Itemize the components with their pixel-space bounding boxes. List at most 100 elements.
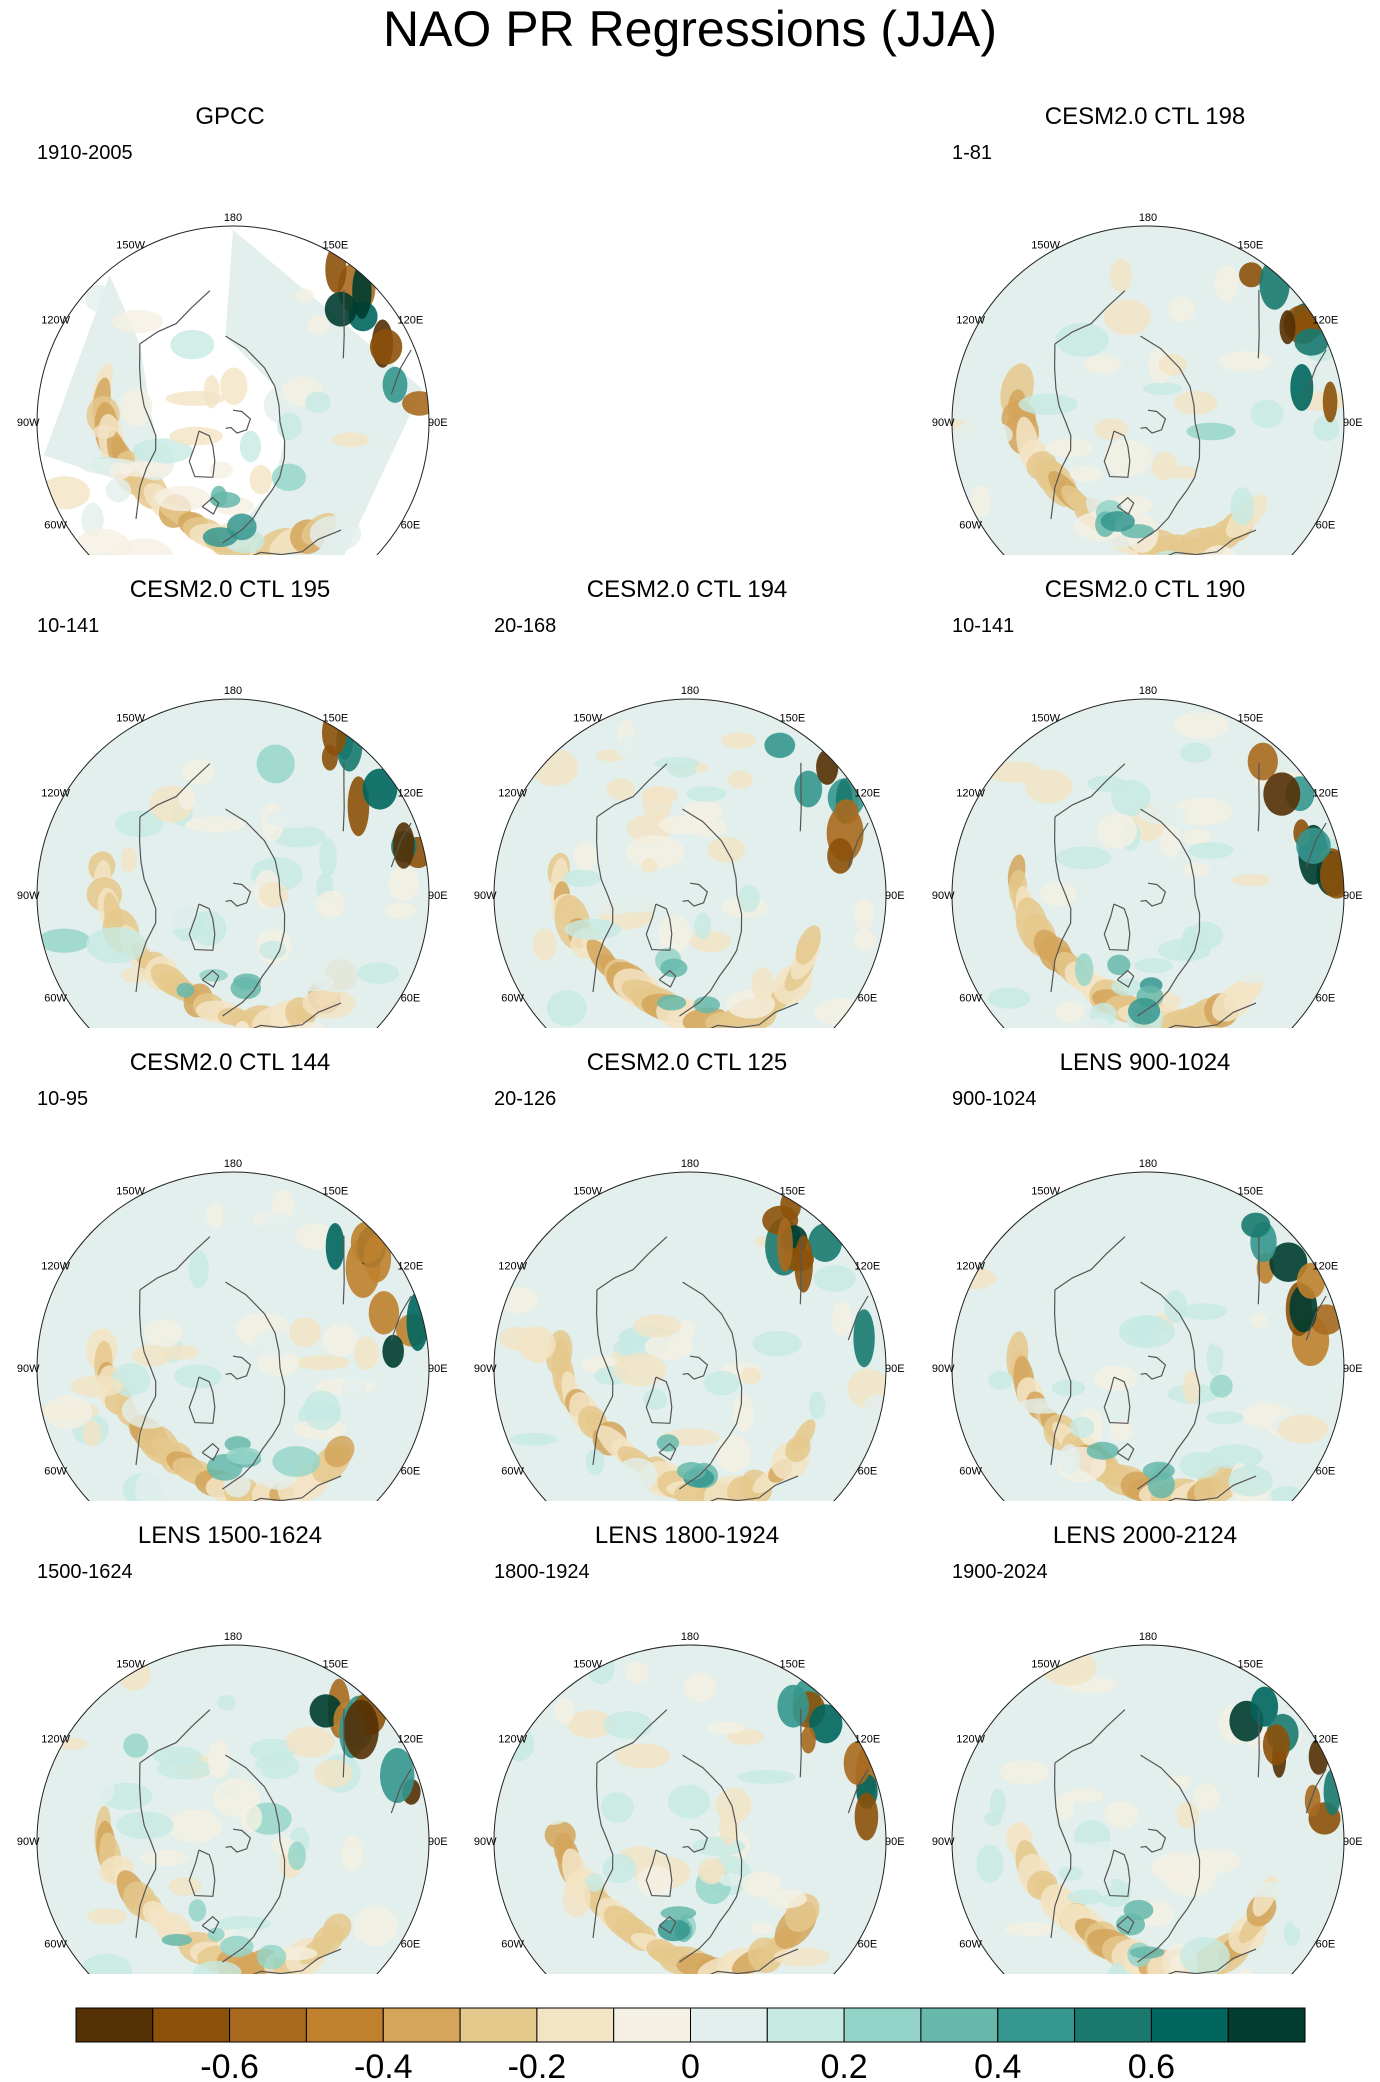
- anomaly-blob: [114, 810, 164, 838]
- longitude-label: 60E: [858, 1465, 878, 1477]
- anomaly-blob: [1181, 926, 1198, 963]
- anomaly-blob: [392, 822, 415, 869]
- longitude-label: 150E: [323, 240, 349, 252]
- anomaly-blob: [402, 391, 429, 416]
- figure-title: NAO PR Regressions (JJA): [382, 1, 998, 57]
- colorbar: -0.6 -0.4 -0.2 0 0.2 0.4 0.6: [75, 2007, 1306, 2082]
- coastline: [847, 1768, 869, 1814]
- colorbar-swatch: [152, 2007, 231, 2043]
- anomaly-blob: [1214, 265, 1239, 302]
- anomaly-blob: [1250, 1686, 1279, 1727]
- anomaly-blob: [190, 910, 227, 946]
- longitude-label: 90W: [932, 417, 955, 429]
- anomaly-blob: [531, 748, 579, 787]
- anomaly-blob: [602, 1854, 637, 1884]
- longitude-label: 120E: [398, 788, 424, 800]
- longitude-label: 180: [224, 212, 242, 224]
- anomaly-blob: [585, 1449, 605, 1475]
- longitude-label: 90E: [885, 1836, 905, 1848]
- anomaly-blob: [295, 1022, 326, 1028]
- coastline: [1050, 343, 1072, 520]
- anomaly-blob: [509, 1432, 558, 1446]
- anomaly-blob: [170, 329, 215, 360]
- anomaly-blob: [626, 835, 685, 870]
- anomaly-blob: [1224, 958, 1281, 984]
- anomaly-blob: [120, 967, 152, 984]
- longitude-label: 180: [1139, 1158, 1157, 1170]
- colorbar-swatch: [997, 2007, 1076, 2043]
- anomaly-blob: [123, 1733, 149, 1758]
- polar-map-ctl195: 180150E120E90E60E30E030W60W90W120W150W: [17, 685, 448, 1028]
- map-panel-ctl125: 180150E120E90E60E30E030W60W90W120W150WCE…: [457, 1031, 917, 1501]
- anomaly-blob: [733, 1393, 754, 1433]
- anomaly-blob: [239, 430, 262, 463]
- colorbar-swatch: [1150, 2007, 1229, 2043]
- anomaly-blob: [1109, 1421, 1134, 1442]
- anomaly-blob: [952, 380, 997, 394]
- anomaly-blob: [1051, 1379, 1086, 1397]
- anomaly-blob: [1107, 1962, 1127, 1974]
- anomaly-blob: [567, 1710, 614, 1739]
- anomaly-blob: [603, 1711, 653, 1739]
- anomaly-blob: [616, 1457, 658, 1493]
- longitude-label: 120W: [498, 788, 527, 800]
- anomaly-blob: [738, 885, 760, 913]
- anomaly-blob: [1076, 929, 1126, 959]
- anomaly-blob: [1174, 390, 1218, 415]
- anomaly-blob: [209, 461, 233, 479]
- anomaly-blob: [777, 1217, 793, 1272]
- longitude-label: 150W: [573, 1659, 602, 1671]
- anomaly-blob: [112, 310, 164, 334]
- anomaly-blob: [322, 1913, 352, 1944]
- longitude-label: 120E: [398, 1261, 424, 1273]
- anomaly-blob: [174, 1364, 222, 1389]
- anomaly-blob: [1198, 1261, 1237, 1302]
- anomaly-blob: [853, 1309, 875, 1368]
- map-border: [36, 698, 430, 1028]
- anomaly-blob: [295, 288, 315, 304]
- anomaly-blob: [325, 1223, 345, 1270]
- coastline: [847, 1295, 869, 1341]
- anomaly-blob: [38, 928, 91, 953]
- anomaly-blob: [643, 1388, 667, 1410]
- anomaly-blob: [155, 485, 211, 512]
- map-border: [951, 1171, 1345, 1501]
- polar-map-lens2000: 180150E120E90E60E30E030W60W90W120W150W: [932, 1631, 1363, 1974]
- anomaly-blob: [1319, 851, 1344, 899]
- polar-map-gpcc: 180150E120E90E60E30E030W60W90W120W150W: [17, 212, 448, 555]
- coastline: [1116, 1915, 1135, 1934]
- anomaly-blob: [285, 1726, 335, 1758]
- anomaly-blob: [1173, 712, 1229, 740]
- coastline: [222, 1754, 286, 1963]
- anomaly-blob: [256, 1944, 287, 1970]
- colorbar-swatch: [75, 2007, 154, 2043]
- coastline: [135, 1762, 157, 1939]
- longitude-label: 180: [224, 1158, 242, 1170]
- anomaly-blob: [1103, 299, 1151, 336]
- anomaly-blob: [1159, 825, 1182, 858]
- coastline: [682, 1355, 709, 1380]
- anomaly-blob: [863, 1394, 886, 1427]
- longitude-label: 180: [1139, 212, 1157, 224]
- anomaly-blob: [976, 1844, 1004, 1883]
- coastline: [342, 762, 345, 832]
- longitude-label: 180: [681, 1158, 699, 1170]
- panel-title: CESM2.0 CTL 195: [129, 576, 331, 603]
- anomaly-blob: [132, 1344, 172, 1367]
- coastline: [1305, 1768, 1327, 1814]
- anomaly-blob: [667, 1784, 711, 1819]
- longitude-label: 60E: [1316, 992, 1336, 1004]
- anomaly-blob: [167, 1809, 222, 1843]
- anomaly-blob: [1232, 874, 1271, 887]
- anomaly-blob: [809, 1391, 826, 1420]
- coastline: [201, 1442, 220, 1461]
- anomaly-blob: [176, 982, 195, 998]
- anomaly-blob: [207, 1740, 231, 1779]
- anomaly-blob: [733, 1339, 757, 1355]
- longitude-label: 180: [224, 1631, 242, 1643]
- anomaly-blob: [297, 1274, 345, 1308]
- coastline: [1159, 529, 1257, 555]
- anomaly-blob: [188, 1250, 209, 1289]
- anomaly-blob: [319, 838, 337, 877]
- longitude-label: 60E: [1316, 1938, 1336, 1950]
